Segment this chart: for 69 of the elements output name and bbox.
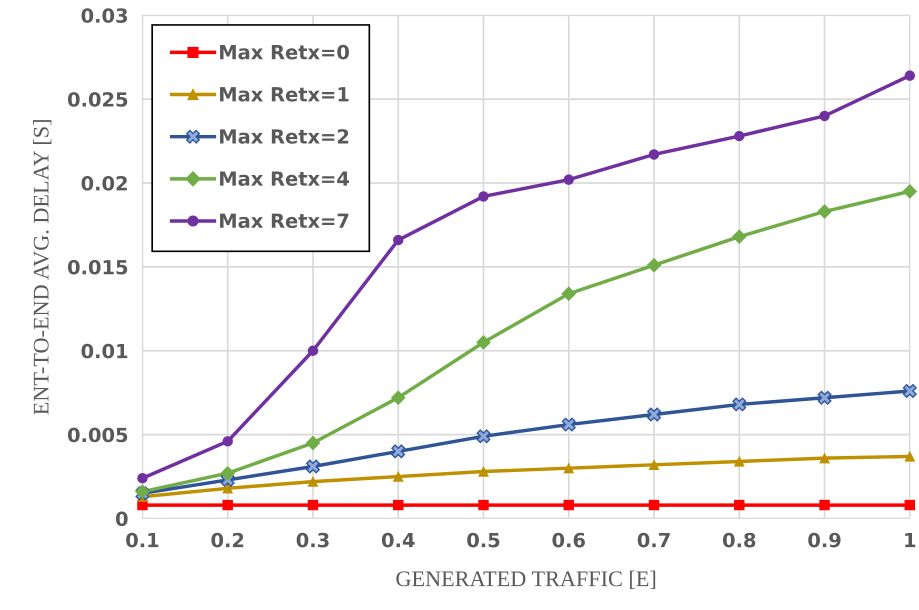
x-tick-label: 0.8 — [722, 532, 756, 548]
legend-label: Max Retx=4 — [220, 171, 349, 186]
point — [904, 451, 916, 462]
point — [393, 234, 404, 246]
x-tick-label: 0.9 — [808, 532, 841, 548]
point — [391, 390, 406, 405]
point — [819, 500, 830, 510]
point — [818, 390, 832, 405]
point — [817, 204, 832, 219]
y-tick-label: 0.02 — [82, 176, 127, 191]
point — [220, 466, 235, 480]
point — [564, 500, 574, 510]
point — [222, 483, 233, 494]
point — [734, 456, 744, 467]
point — [902, 184, 918, 199]
point — [476, 429, 490, 444]
point — [478, 500, 489, 510]
point — [391, 444, 406, 458]
point — [734, 130, 744, 142]
legend-label: Max Retx=7 — [220, 214, 348, 228]
point — [393, 500, 404, 510]
point — [734, 500, 744, 510]
point — [308, 500, 318, 510]
point — [904, 70, 916, 81]
legend-label: Max Retx=0 — [220, 44, 349, 60]
y-tick-label: 0.025 — [68, 92, 128, 107]
x-tick-label: 0.7 — [638, 532, 670, 548]
legend-label: Max Retx=1 — [220, 87, 349, 102]
point — [308, 346, 318, 356]
x-tick-label: 0.2 — [211, 532, 244, 548]
point — [306, 436, 320, 450]
point — [819, 452, 830, 464]
point — [478, 191, 489, 202]
y-axis-title: ENT-TO-END AVG. DELAY [S] — [33, 120, 52, 415]
point — [137, 473, 148, 484]
legend-label: Max Retx=2 — [220, 129, 348, 144]
point — [732, 397, 746, 412]
point — [648, 149, 660, 160]
point — [902, 384, 917, 398]
point — [393, 471, 404, 482]
x-tick-label: 0.4 — [382, 532, 415, 548]
point — [308, 476, 318, 487]
y-tick-label: 0.005 — [68, 428, 128, 442]
x-tick-label: 0.6 — [552, 532, 585, 548]
x-tick-label: 0.3 — [296, 532, 329, 548]
point — [306, 460, 320, 474]
point — [646, 258, 662, 272]
x-tick-label: 1 — [905, 532, 916, 548]
point — [478, 466, 489, 477]
point — [732, 229, 747, 244]
point — [819, 110, 830, 122]
x-axis-title: GENERATED TRAFFIC [E] — [396, 570, 656, 590]
point — [647, 408, 661, 422]
y-tick-label: 0.03 — [82, 8, 128, 23]
point — [222, 436, 233, 447]
x-tick-label: 0.5 — [467, 532, 500, 548]
point — [648, 500, 660, 510]
y-tick-label: 0 — [116, 511, 128, 526]
y-tick-label: 0.015 — [68, 260, 128, 275]
point — [562, 286, 576, 301]
point — [648, 460, 660, 470]
point — [222, 500, 233, 510]
x-tick-label: 0.1 — [126, 532, 158, 548]
point — [904, 500, 916, 510]
y-tick-label: 0.01 — [82, 344, 128, 358]
point — [564, 462, 574, 474]
point — [476, 335, 491, 350]
point — [564, 174, 574, 185]
point — [562, 418, 576, 432]
